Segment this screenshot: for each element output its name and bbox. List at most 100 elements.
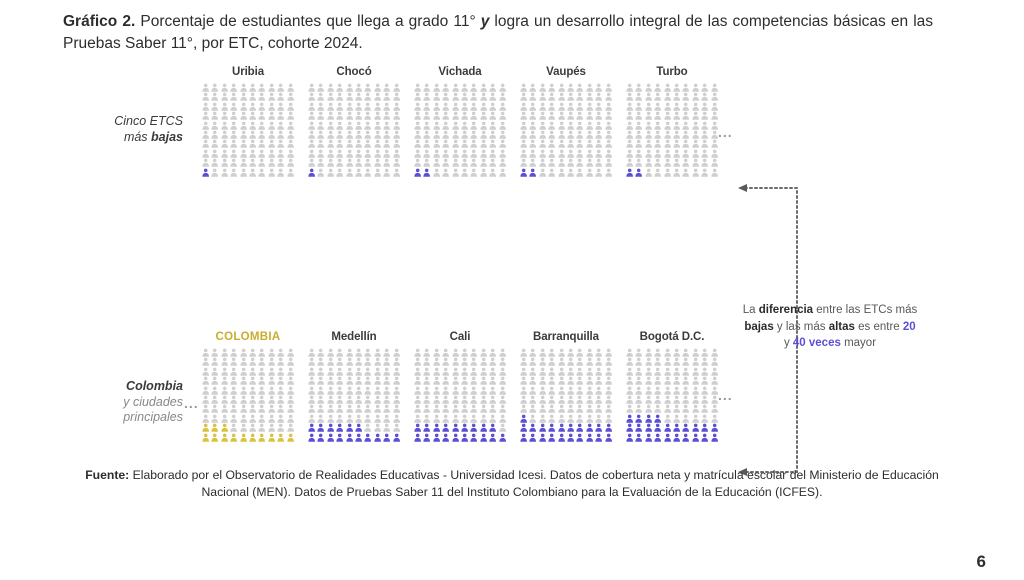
person-icon: [460, 376, 469, 385]
person-icon: [594, 92, 603, 102]
person-icon: [451, 423, 460, 432]
person-icon: [469, 433, 478, 442]
person-icon: [229, 348, 238, 357]
person-icon: [700, 102, 709, 111]
annotation-bold-bajas: bajas: [744, 320, 774, 333]
person-icon: [432, 121, 441, 130]
person-icon: [634, 158, 643, 167]
person-icon: [286, 386, 295, 395]
person-icon: [373, 92, 382, 102]
pictogram-grid-turbo: [625, 83, 719, 177]
person-icon: [432, 139, 441, 149]
person-icon: [326, 139, 335, 149]
group-title-cali: Cali: [449, 331, 471, 343]
person-icon: [585, 357, 594, 367]
pictogram-group-uribia[interactable]: Uribia: [195, 66, 301, 177]
annotation-number-40-veces: 40 veces: [792, 337, 841, 350]
person-icon: [432, 367, 441, 376]
person-icon: [307, 414, 316, 423]
person-icon: [354, 404, 363, 414]
pictogram-group-medellin[interactable]: Medellín: [301, 331, 407, 442]
pictogram-group-colombia[interactable]: COLOMBIA: [195, 331, 301, 442]
person-icon: [479, 111, 488, 120]
person-icon: [239, 121, 248, 130]
person-icon: [382, 130, 391, 139]
person-icon: [220, 111, 229, 120]
pictogram-group-vaupes[interactable]: Vaupés: [513, 66, 619, 177]
person-icon: [392, 348, 401, 357]
annotation-seg-2: entre las ETCs más: [813, 304, 918, 316]
person-icon: [276, 158, 285, 167]
person-icon: [460, 404, 469, 414]
person-icon: [316, 357, 325, 367]
person-icon: [382, 92, 391, 102]
person-icon: [557, 121, 566, 130]
person-icon: [413, 121, 422, 130]
person-icon: [239, 130, 248, 139]
person-icon: [519, 376, 528, 385]
pictogram-group-vichada[interactable]: Vichada: [407, 66, 513, 177]
person-icon: [451, 386, 460, 395]
person-icon: [585, 149, 594, 158]
person-icon: [460, 168, 469, 177]
person-icon: [575, 83, 584, 92]
person-icon: [469, 92, 478, 102]
pictogram-group-cali[interactable]: Cali: [407, 331, 513, 442]
person-icon: [392, 83, 401, 92]
person-icon: [345, 376, 354, 385]
person-icon: [460, 121, 469, 130]
person-icon: [201, 158, 210, 167]
person-icon: [566, 111, 575, 120]
person-icon: [335, 168, 344, 177]
pictogram-group-turbo[interactable]: Turbo: [619, 66, 725, 177]
person-icon: [585, 367, 594, 376]
person-icon: [460, 102, 469, 111]
pictogram-chart: Cinco ETCS más bajas ... Uribia Chocó Vi…: [0, 62, 1024, 476]
person-icon: [248, 376, 257, 385]
person-icon: [248, 83, 257, 92]
ellipsis-lowest-right: ...: [718, 124, 733, 140]
person-icon: [538, 367, 547, 376]
row-label-colombia-line2: y ciudades: [123, 394, 183, 409]
person-icon: [239, 367, 248, 376]
person-icon: [239, 139, 248, 149]
person-icon: [335, 423, 344, 432]
person-icon: [422, 404, 431, 414]
person-icon: [604, 367, 613, 376]
person-icon: [575, 111, 584, 120]
person-icon: [422, 423, 431, 432]
person-icon: [220, 348, 229, 357]
person-icon: [201, 348, 210, 357]
person-icon: [413, 357, 422, 367]
person-icon: [451, 367, 460, 376]
person-icon: [672, 139, 681, 149]
person-icon: [413, 168, 422, 177]
annotation-seg-3: y las más: [773, 320, 829, 333]
person-icon: [326, 102, 335, 111]
pictogram-group-barranquilla[interactable]: Barranquilla: [513, 331, 619, 442]
person-icon: [229, 139, 238, 149]
person-icon: [229, 395, 238, 404]
person-icon: [248, 139, 257, 149]
person-icon: [413, 130, 422, 139]
person-icon: [594, 83, 603, 92]
person-icon: [479, 367, 488, 376]
person-icon: [479, 92, 488, 102]
person-icon: [316, 404, 325, 414]
pictogram-group-choco[interactable]: Chocó: [301, 66, 407, 177]
person-icon: [519, 83, 528, 92]
person-icon: [441, 149, 450, 158]
person-icon: [326, 158, 335, 167]
person-icon: [335, 102, 344, 111]
person-icon: [363, 149, 372, 158]
person-icon: [382, 395, 391, 404]
person-icon: [382, 121, 391, 130]
person-icon: [710, 139, 719, 149]
person-icon: [239, 83, 248, 92]
person-icon: [201, 121, 210, 130]
person-icon: [653, 139, 662, 149]
person-icon: [681, 83, 690, 92]
person-icon: [276, 404, 285, 414]
person-icon: [585, 139, 594, 149]
person-icon: [557, 348, 566, 357]
